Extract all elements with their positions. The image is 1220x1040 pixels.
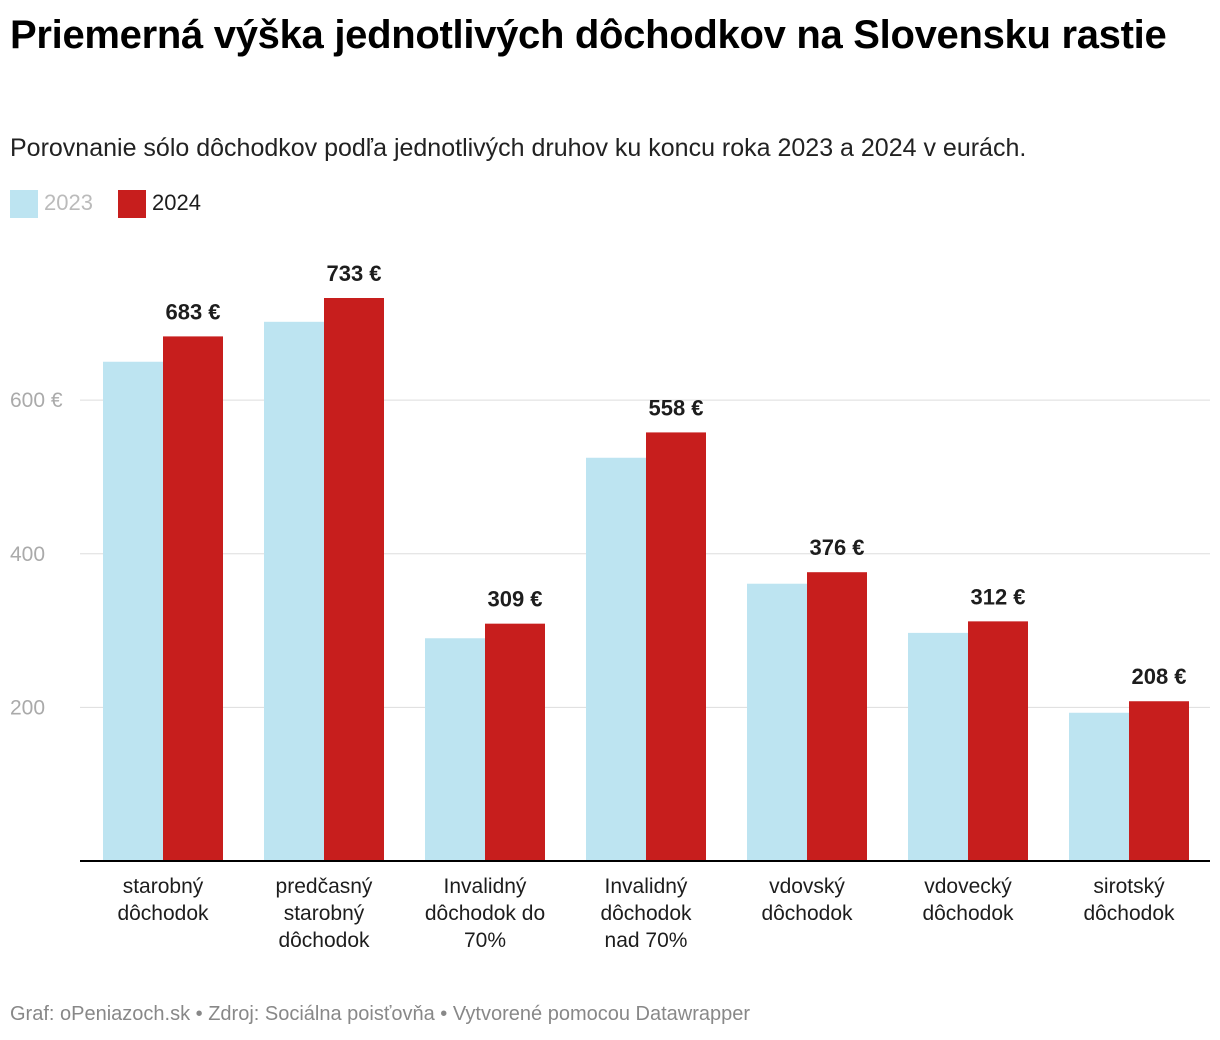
value-label-6: 208 € xyxy=(1131,664,1186,689)
bar-2023-2 xyxy=(425,638,485,861)
bar-2023-5 xyxy=(908,632,968,861)
x-tick-label-1: predčasný starobný dôchodok xyxy=(276,875,373,952)
value-label-2: 309 € xyxy=(487,587,542,612)
legend-label-2024: 2024 xyxy=(152,190,201,215)
x-tick-label-line: dôchodok xyxy=(761,902,853,925)
x-tick-label-line: starobný xyxy=(284,902,365,925)
y-tick-label-400: 400 xyxy=(10,543,45,566)
value-label-3: 558 € xyxy=(648,395,703,420)
bar-2023-3 xyxy=(586,457,646,861)
legend-label-2023: 2023 xyxy=(44,190,93,215)
bar-2023-4 xyxy=(747,583,807,861)
x-tick-label-line: vdovecký xyxy=(924,875,1012,898)
bar-2024-5 xyxy=(968,621,1028,861)
x-tick-label-line: dôchodok xyxy=(922,902,1014,925)
bar-2023-0 xyxy=(103,361,163,861)
bar-2024-4 xyxy=(807,572,867,861)
x-tick-label-line: starobný xyxy=(123,875,204,898)
x-tick-label-line: sirotský xyxy=(1093,875,1165,898)
bar-2024-3 xyxy=(646,432,706,861)
x-tick-label-line: dôchodok xyxy=(600,902,692,925)
bar-chart: 200 400 600 € 683 € starobný dôchodok 733 € pre… xyxy=(10,261,1210,952)
x-tick-label-line: predčasný xyxy=(276,875,373,898)
x-tick-label-6: sirotský dôchodok xyxy=(1083,875,1175,925)
chart-subtitle: Porovnanie sólo dôchodkov podľa jednotli… xyxy=(10,134,1027,162)
bar-2023-1 xyxy=(264,321,324,861)
x-tick-label-line: dôchodok xyxy=(117,902,209,925)
chart-footer: Graf: oPeniazoch.sk • Zdroj: Sociálna po… xyxy=(10,1003,751,1025)
legend-swatch-2024 xyxy=(118,190,146,218)
bar-2024-6 xyxy=(1129,701,1189,861)
y-tick-label-600: 600 € xyxy=(10,389,63,412)
y-tick-label-200: 200 xyxy=(10,696,45,719)
x-tick-label-line: vdovský xyxy=(769,875,845,898)
legend-swatch-2023 xyxy=(10,190,38,218)
x-tick-label-4: vdovský dôchodok xyxy=(761,875,853,925)
bar-2024-2 xyxy=(485,623,545,861)
chart-title: Priemerná výška jednotlivých dôchodkov n… xyxy=(10,13,1167,57)
x-tick-label-3: Invalidný dôchodok nad 70% xyxy=(600,875,692,952)
bar-2024-0 xyxy=(163,336,223,861)
x-tick-label-line: Invalidný xyxy=(444,875,527,898)
value-label-4: 376 € xyxy=(809,535,864,560)
x-tick-label-line: nad 70% xyxy=(605,929,688,952)
x-tick-label-line: dôchodok xyxy=(278,929,370,952)
x-tick-label-0: starobný dôchodok xyxy=(117,875,209,925)
x-tick-label-line: 70% xyxy=(464,929,506,952)
bar-2023-6 xyxy=(1069,712,1129,861)
value-label-0: 683 € xyxy=(165,299,220,324)
x-tick-label-5: vdovecký dôchodok xyxy=(922,875,1014,925)
bar-2024-1 xyxy=(324,298,384,861)
value-label-1: 733 € xyxy=(326,261,381,286)
x-tick-label-line: Invalidný xyxy=(605,875,688,898)
x-tick-label-line: dôchodok do xyxy=(425,902,545,925)
x-tick-label-2: Invalidný dôchodok do 70% xyxy=(425,875,545,952)
value-label-5: 312 € xyxy=(970,584,1025,609)
x-tick-label-line: dôchodok xyxy=(1083,902,1175,925)
